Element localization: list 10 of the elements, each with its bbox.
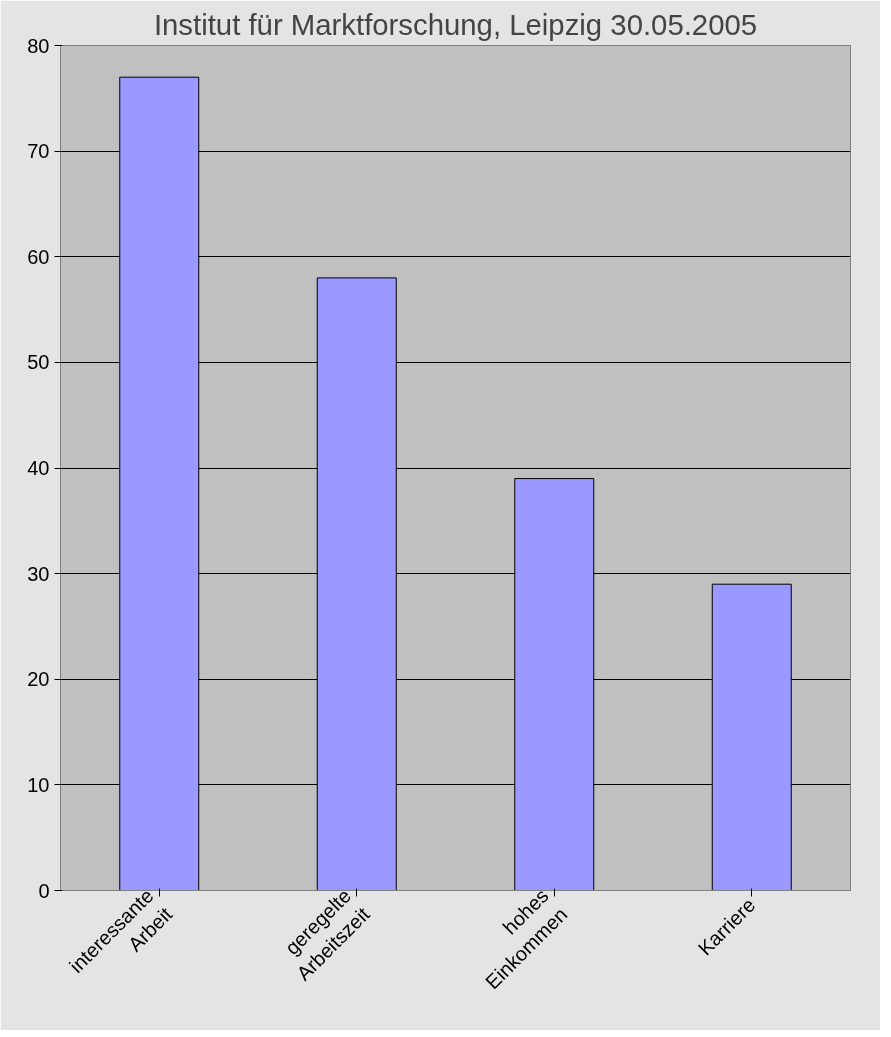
y-tick-label: 40	[27, 457, 50, 479]
y-tick-label: 80	[27, 34, 50, 57]
chart-title: Institut für Marktforschung, Leipzig 30.05.2005	[153, 7, 758, 41]
y-tick-label: 0	[38, 879, 50, 902]
y-tick-label: 50	[27, 351, 50, 374]
y-tick-label: 60	[27, 245, 50, 268]
y-tick-label: 30	[27, 562, 50, 585]
y-tick-label: 20	[27, 668, 50, 691]
y-tick-label: 10	[27, 773, 50, 796]
y-tick-label: 70	[27, 140, 50, 163]
